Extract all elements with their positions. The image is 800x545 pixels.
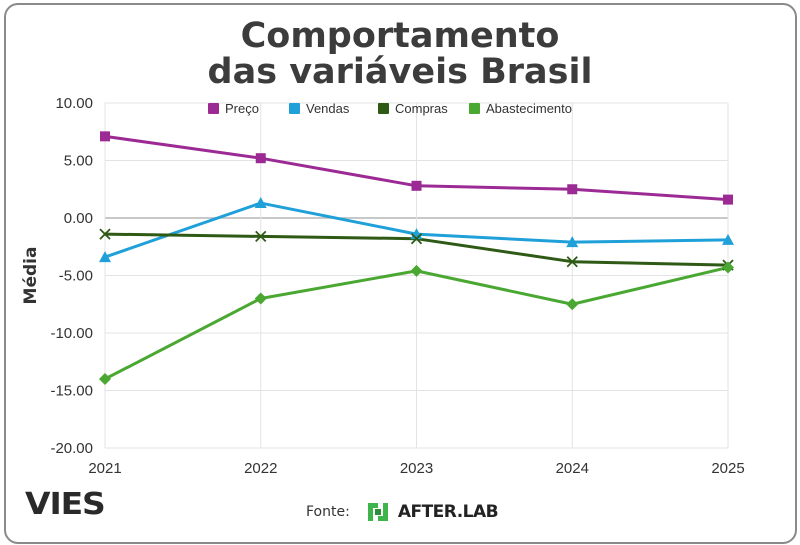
data-point-preço bbox=[411, 180, 422, 191]
data-point-vendas bbox=[722, 233, 734, 245]
data-point-compras bbox=[255, 230, 267, 243]
afterlab-logo-icon bbox=[367, 503, 388, 521]
data-point-abastecimento bbox=[722, 261, 734, 274]
legend-label: Abastecimento bbox=[486, 101, 572, 116]
legend-label: Vendas bbox=[306, 101, 350, 116]
chart-title: Comportamento das variáveis Brasil bbox=[0, 18, 800, 90]
legend-label: Compras bbox=[395, 101, 448, 116]
data-point-vendas bbox=[99, 251, 111, 263]
data-point-compras bbox=[566, 256, 578, 268]
y-tick-label: 5.00 bbox=[64, 153, 93, 170]
y-tick-label: -20.00 bbox=[50, 440, 93, 457]
data-point-vendas bbox=[566, 236, 579, 248]
data-point-abastecimento bbox=[99, 373, 111, 385]
data-point-abastecimento bbox=[254, 292, 267, 305]
y-axis-title: Média bbox=[21, 247, 41, 305]
y-tick-label: 0.00 bbox=[64, 210, 93, 227]
y-tick-label: -10.00 bbox=[50, 325, 93, 342]
legend-swatch bbox=[469, 103, 480, 114]
legend-label: Preço bbox=[225, 101, 259, 116]
source-label: Fonte: bbox=[306, 504, 350, 520]
chart-title-line-2: das variáveis Brasil bbox=[207, 52, 593, 92]
legend-swatch bbox=[208, 103, 219, 114]
y-tick-label: 10.00 bbox=[55, 95, 93, 112]
source-credit: Fonte: AFTER.LAB bbox=[306, 500, 499, 524]
data-point-vendas bbox=[254, 197, 267, 209]
x-tick-label: 2025 bbox=[711, 460, 744, 477]
x-tick-label: 2023 bbox=[400, 460, 433, 477]
data-point-preço bbox=[255, 153, 266, 164]
data-point-abastecimento bbox=[566, 298, 579, 311]
data-point-preço bbox=[723, 194, 733, 205]
y-tick-label: -15.00 bbox=[50, 383, 93, 400]
chart-title-line-1: Comportamento bbox=[240, 16, 560, 56]
x-tick-label: 2022 bbox=[244, 460, 277, 477]
data-point-preço bbox=[567, 184, 578, 195]
y-tick-label: -5.00 bbox=[59, 268, 93, 285]
x-tick-label: 2021 bbox=[88, 460, 121, 477]
legend-swatch bbox=[289, 103, 300, 114]
data-point-abastecimento bbox=[410, 264, 423, 277]
data-point-compras bbox=[410, 233, 423, 245]
legend-swatch bbox=[378, 103, 389, 114]
data-point-preço bbox=[100, 131, 110, 142]
afterlab-logo-text: AFTER.LAB bbox=[397, 502, 499, 522]
vies-brand-logo: VIES bbox=[25, 487, 106, 522]
data-point-compras bbox=[99, 228, 111, 240]
x-tick-label: 2024 bbox=[556, 460, 589, 477]
